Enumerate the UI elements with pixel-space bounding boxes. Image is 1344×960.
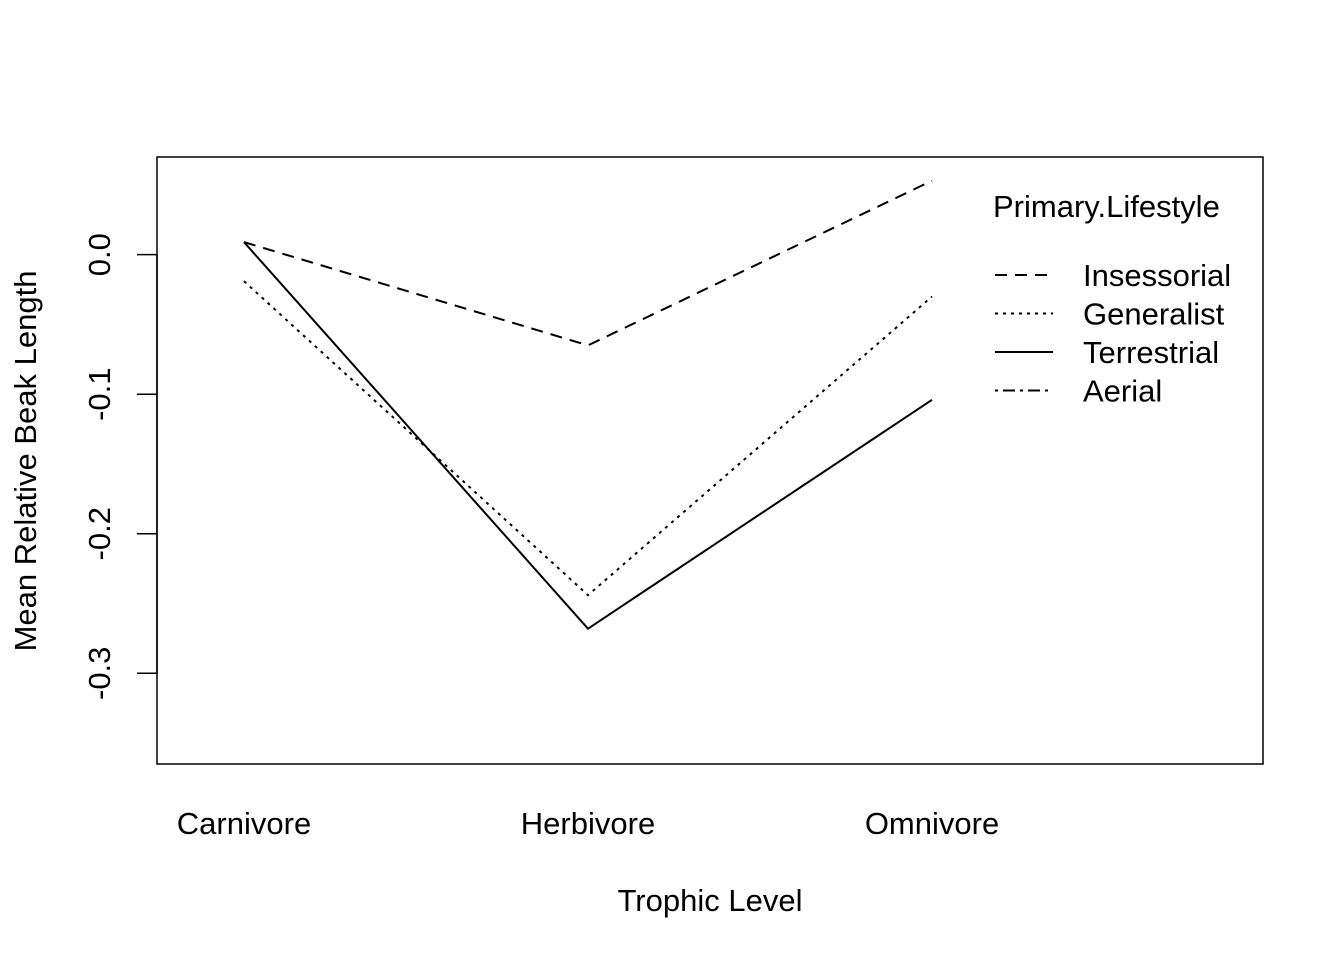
series-line-generalist (243, 280, 933, 597)
x-tick-label: Omnivore (865, 806, 999, 841)
y-tick-label: 0.0 (82, 233, 117, 276)
plot-frame (156, 156, 1264, 765)
legend-label-terrestrial: Terrestrial (1083, 335, 1219, 370)
x-tick-label: Herbivore (521, 806, 655, 841)
series-line-terrestrial (243, 241, 933, 630)
y-tick-label: -0.1 (82, 368, 117, 421)
y-axis: 0.0 -0.1 -0.2 -0.3 (82, 233, 158, 700)
x-tick-label: Carnivore (177, 806, 311, 841)
legend-title: Primary.Lifestyle (993, 189, 1220, 224)
y-axis-title: Mean Relative Beak Length (8, 271, 43, 652)
y-tick-label: -0.2 (82, 507, 117, 560)
legend-label-generalist: Generalist (1083, 297, 1225, 332)
x-axis-title: Trophic Level (618, 883, 803, 918)
legend: Primary.Lifestyle Insessorial GeneralistT… (993, 189, 1231, 409)
series-lines (243, 179, 933, 630)
x-axis-tick-labels: Carnivore Herbivore Omnivore (177, 806, 999, 841)
legend-label-insessorial: Insessorial (1083, 258, 1231, 293)
y-tick-label: -0.3 (82, 647, 117, 700)
series-line-insessorial (243, 179, 933, 347)
legend-label-aerial: Aerial (1083, 374, 1162, 409)
